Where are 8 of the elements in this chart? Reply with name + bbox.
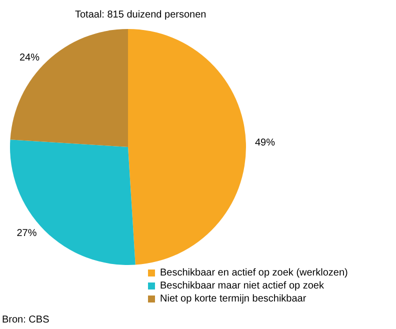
- data-label: 49%: [254, 138, 276, 149]
- legend-label: Niet op korte termijn beschikbaar: [160, 294, 307, 304]
- text: Bron: CBS: [2, 314, 50, 326]
- data-label: 27%: [16, 228, 37, 239]
- legend-label: Beschikbaar maar niet actief op zoek: [160, 280, 325, 292]
- legend-label: Beschikbaar en actief op zoek (werklozen): [160, 268, 348, 278]
- chart-title: Totaal: 815 duizend personen: [75, 10, 206, 20]
- data-label: 24%: [19, 52, 40, 64]
